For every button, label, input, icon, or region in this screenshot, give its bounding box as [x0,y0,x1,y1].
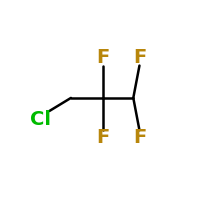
Text: F: F [133,48,146,67]
Text: F: F [96,128,109,147]
Text: F: F [133,128,146,147]
Text: F: F [96,48,109,67]
Text: Cl: Cl [30,110,51,129]
